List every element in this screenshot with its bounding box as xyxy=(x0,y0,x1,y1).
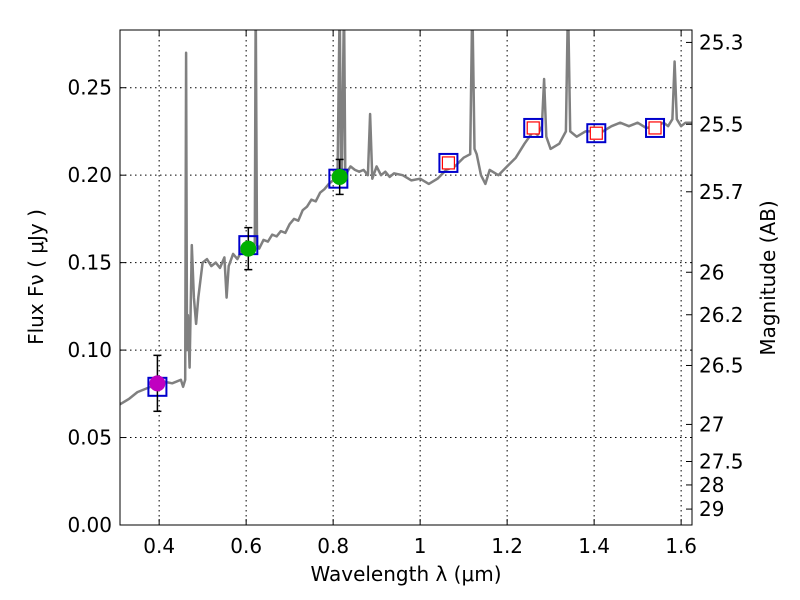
upper-limit-marker xyxy=(648,121,662,135)
model-photometry-marker xyxy=(523,117,544,138)
spectrum-line xyxy=(120,30,692,406)
ticks: 0.4 0.6 0.8 1 1.2 1.4 1.6 0.00 0.05 0.10 0.15 0.20 0… xyxy=(67,30,744,558)
x-tick-label: 1 xyxy=(414,534,427,558)
y-tick-label: 0.15 xyxy=(67,251,112,275)
x-tick-label: 1.6 xyxy=(665,534,697,558)
y-tick-label: 0.05 xyxy=(67,426,112,450)
observed-photometry-point xyxy=(240,240,257,257)
right-tick-label: 29 xyxy=(699,497,724,521)
right-tick-label: 26 xyxy=(699,260,724,284)
x-tick-label: 0.4 xyxy=(143,534,175,558)
right-axis-label: Magnitude (AB) xyxy=(756,200,780,355)
observed-photometry-point xyxy=(331,168,348,185)
right-tick-label: 25.3 xyxy=(699,30,744,54)
right-tick-label: 28 xyxy=(699,473,724,497)
x-tick-label: 0.8 xyxy=(317,534,349,558)
y-tick-label: 0.10 xyxy=(67,338,112,362)
y-tick-label: 0.20 xyxy=(67,163,112,187)
model-photometry-marker xyxy=(645,117,666,138)
observed-photometry-point xyxy=(149,375,166,392)
right-tick-label: 26.2 xyxy=(699,303,744,327)
upper-limit-marker xyxy=(441,156,456,170)
right-tick-label: 25.7 xyxy=(699,180,744,204)
model-photometry-marker xyxy=(586,123,607,144)
y-tick-label: 0.25 xyxy=(67,76,112,100)
right-tick-label: 25.5 xyxy=(699,112,744,136)
axes-frame xyxy=(119,29,693,526)
plot-area xyxy=(120,30,692,413)
y-tick-label: 0.00 xyxy=(67,513,112,537)
upper-limit-marker xyxy=(526,121,540,135)
model-photometry-marker xyxy=(438,152,459,173)
x-tick-label: 1.2 xyxy=(491,534,523,558)
x-tick-label: 1.4 xyxy=(578,534,610,558)
y-axis-label: Flux Fν ( μJy ) xyxy=(24,209,48,345)
x-axis-label: Wavelength λ (μm) xyxy=(310,562,501,586)
right-tick-label: 26.5 xyxy=(699,353,744,377)
right-tick-label: 27.5 xyxy=(699,450,744,474)
x-tick-label: 0.6 xyxy=(230,534,262,558)
grid xyxy=(120,30,692,525)
right-tick-label: 27 xyxy=(699,412,724,436)
upper-limit-marker xyxy=(589,126,603,140)
